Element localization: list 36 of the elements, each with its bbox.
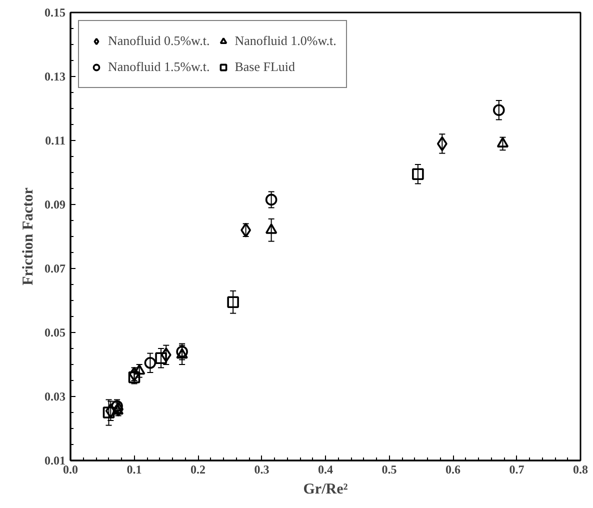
point [265,194,278,206]
y-tick-label: 0.15 [44,6,66,20]
point [160,348,172,362]
legend-label: Base FLuid [234,59,296,75]
point [128,371,140,384]
x-tick-label: 0.2 [190,462,206,476]
y-tick-label: 0.03 [44,390,66,404]
point [144,357,156,369]
point [496,137,509,148]
x-axis-title: Gr/Re² [303,482,348,498]
legend-label: Nanofluid 1.0%w.t. [234,33,336,49]
point [133,364,146,375]
point [227,296,239,308]
y-tick-label: 0.09 [44,198,66,212]
point [436,136,448,152]
y-tick-label: 0.07 [44,262,66,276]
x-tick-label: 0.1 [126,462,142,476]
y-tick-label: 0.05 [44,326,66,340]
point [155,352,167,364]
legend-label: Nanofluid 1.5%w.t. [108,59,210,75]
x-tick-label: 0.7 [509,462,524,476]
legend-label: Nanofluid 0.5%w.t. [108,33,210,49]
x-tick-label: 0.4 [318,462,333,476]
x-tick-label: 0.0 [63,462,78,476]
x-tick-label: 0.5 [382,462,397,476]
point [412,168,424,180]
point [265,223,278,234]
y-axis-title: Friction Factor [20,187,36,286]
point [493,104,505,116]
x-tick-label: 0.6 [446,462,460,476]
point [102,406,115,418]
y-tick-label: 0.13 [44,70,66,84]
point [176,346,188,358]
x-tick-label: 0.8 [573,462,588,476]
x-tick-label: 0.3 [254,462,270,476]
y-tick-label: 0.11 [45,134,66,148]
